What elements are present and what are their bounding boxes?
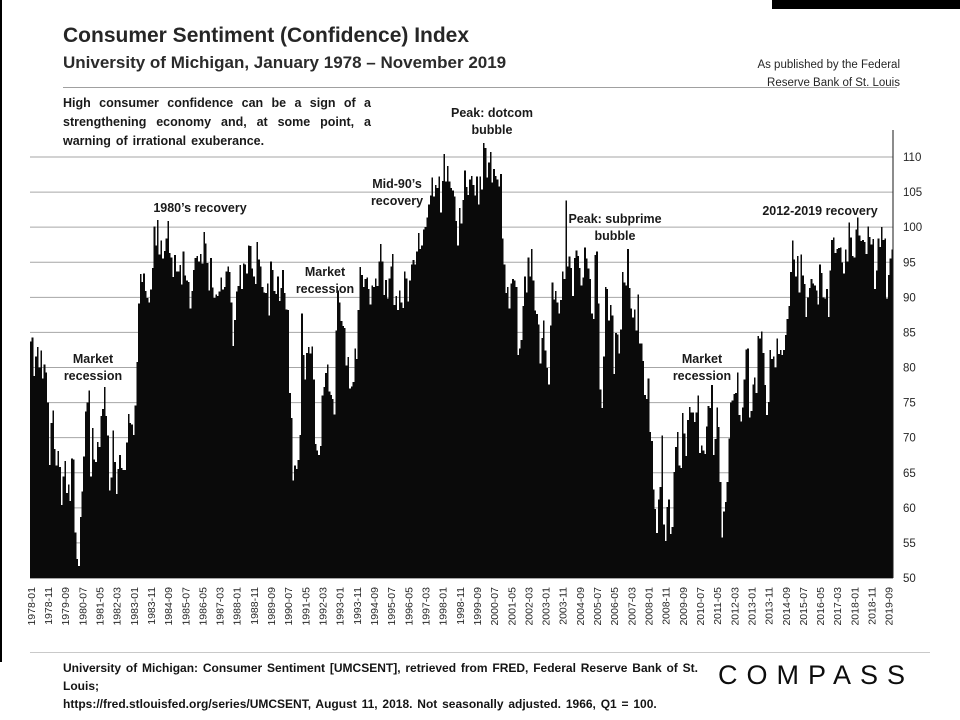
svg-text:85: 85 [903,327,916,339]
svg-text:1999-09: 1999-09 [472,587,484,626]
svg-text:90: 90 [903,292,916,304]
svg-text:2012-2019 recovery: 2012-2019 recovery [762,204,877,218]
svg-text:2018-01: 2018-01 [849,587,861,626]
svg-text:1989-09: 1989-09 [266,587,278,626]
svg-text:2007-03: 2007-03 [626,587,638,626]
svg-text:110: 110 [903,152,921,164]
svg-text:50: 50 [903,573,916,585]
svg-text:2016-05: 2016-05 [815,587,827,626]
svg-text:1996-05: 1996-05 [403,587,415,626]
svg-text:1993-01: 1993-01 [335,587,347,626]
svg-text:2003-11: 2003-11 [558,587,570,625]
svg-text:2018-11: 2018-11 [867,587,879,625]
svg-text:60: 60 [903,503,916,515]
svg-text:2009-09: 2009-09 [678,587,690,626]
svg-text:2017-03: 2017-03 [832,587,844,626]
header-divider [63,87,897,88]
svg-text:1991-05: 1991-05 [300,587,312,626]
svg-text:2013-11: 2013-11 [764,587,776,625]
svg-text:2001-05: 2001-05 [506,587,518,626]
svg-text:105: 105 [903,187,922,199]
svg-text:1987-03: 1987-03 [215,587,227,626]
svg-text:2008-11: 2008-11 [661,587,673,625]
svg-text:1986-05: 1986-05 [197,587,209,626]
svg-text:1997-03: 1997-03 [420,587,432,626]
svg-text:1998-11: 1998-11 [455,587,467,625]
left-edge-artifact [0,0,2,662]
svg-text:1994-09: 1994-09 [369,587,381,626]
svg-text:80: 80 [903,363,916,375]
svg-text:1979-09: 1979-09 [60,587,72,626]
svg-text:2012-03: 2012-03 [729,587,741,626]
source-attribution: As published by the Federal Reserve Bank… [757,57,900,93]
svg-text:1980’s recovery: 1980’s recovery [153,201,246,215]
svg-text:65: 65 [903,468,916,480]
svg-text:1990-07: 1990-07 [283,587,295,626]
svg-text:2004-09: 2004-09 [575,587,587,626]
svg-text:1978-01: 1978-01 [26,587,38,626]
svg-text:95: 95 [903,257,916,269]
svg-text:2006-05: 2006-05 [609,587,621,626]
svg-text:2015-07: 2015-07 [798,587,810,626]
svg-text:2011-05: 2011-05 [712,587,724,625]
svg-text:2013-01: 2013-01 [746,587,758,626]
svg-text:70: 70 [903,433,916,445]
svg-text:1985-07: 1985-07 [180,587,192,626]
svg-text:2014-09: 2014-09 [781,587,793,626]
svg-text:100: 100 [903,222,922,234]
svg-text:1982-03: 1982-03 [112,587,124,626]
svg-text:1995-07: 1995-07 [386,587,398,626]
svg-text:1983-11: 1983-11 [146,587,158,625]
svg-text:1983-01: 1983-01 [129,587,141,626]
sentiment-chart: 50 55 60 65 70 75 80 85 90 95 100 105 110 1978-01 1978… [26,106,922,626]
svg-text:2003-01: 2003-01 [541,587,553,626]
citation-line1: University of Michigan: Consumer Sentime… [63,661,698,693]
svg-text:2005-07: 2005-07 [592,587,604,626]
svg-text:1978-11: 1978-11 [43,587,55,625]
svg-text:2010-07: 2010-07 [695,587,707,626]
svg-text:1993-11: 1993-11 [352,587,364,625]
svg-text:75: 75 [903,398,916,410]
footer-divider [30,652,930,653]
top-edge-artifact [772,0,960,9]
svg-text:1988-11: 1988-11 [249,587,261,625]
intro-note: High consumer confidence can be a sign o… [63,96,371,148]
svg-text:1981-05: 1981-05 [94,587,106,626]
svg-text:55: 55 [903,538,916,550]
source-attribution-line2: Reserve Bank of St. Louis [767,76,900,89]
page-title: Consumer Sentiment (Confidence) Index [63,24,470,47]
compass-logo: COMPASS [717,660,914,690]
svg-text:2008-01: 2008-01 [644,587,656,626]
svg-text:1988-01: 1988-01 [232,587,244,626]
svg-text:1992-03: 1992-03 [318,587,330,626]
svg-text:1980-07: 1980-07 [77,587,89,626]
svg-text:1984-09: 1984-09 [163,587,175,626]
citation: University of Michigan: Consumer Sentime… [63,659,713,713]
svg-text:2000-07: 2000-07 [489,587,501,626]
source-attribution-line1: As published by the Federal [757,59,900,71]
svg-text:1998-01: 1998-01 [438,587,450,626]
citation-line2: https://fred.stlouisfed.org/series/UMCSE… [63,697,657,711]
svg-text:2019-09: 2019-09 [884,587,896,626]
svg-text:2002-03: 2002-03 [523,587,535,626]
page-subtitle: University of Michigan, January 1978 – N… [63,53,507,72]
